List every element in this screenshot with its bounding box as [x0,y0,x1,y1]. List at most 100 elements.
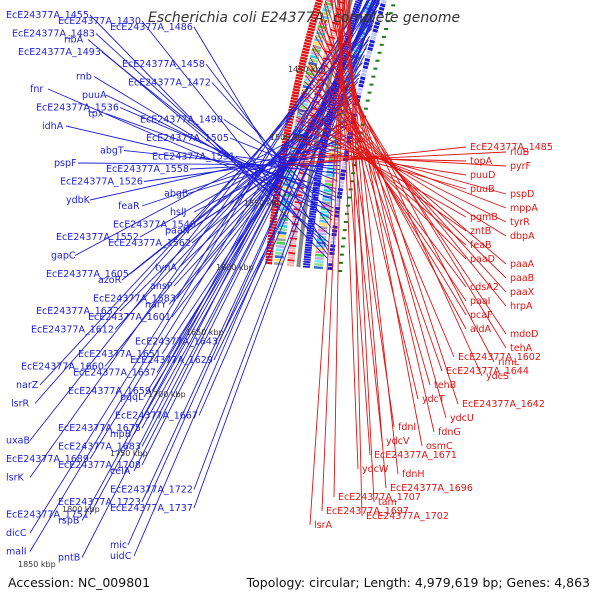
right-gene-label[interactable]: mdoD [510,329,538,340]
left-gene-label[interactable]: tpx [88,109,104,120]
right-gene-label[interactable]: ydcT [422,394,445,405]
left-gene-label[interactable]: EcE24377A_1493 [18,47,101,58]
right-gene-label[interactable]: EcE24377A_1702 [366,511,449,522]
left-gene-label[interactable]: rspB [58,516,79,527]
left-gene-label[interactable]: abgT [100,146,124,157]
right-gene-label[interactable]: lsrA [314,520,332,531]
right-gene-label[interactable]: fdnI [398,422,416,433]
right-gene-label[interactable]: cdsA2 [470,282,499,293]
left-gene-label[interactable]: EcE24377A_1629 [130,355,213,366]
left-gene-label[interactable]: lsrR [11,399,29,410]
left-gene-label[interactable]: EcE24377A_1505 [146,133,229,144]
left-gene-label[interactable]: idhA [42,121,64,132]
right-gene-label[interactable]: pgmB [470,212,498,223]
left-gene-label[interactable]: uxaB [6,436,30,447]
left-gene-label[interactable]: EcE24377A_1667 [115,411,198,422]
right-gene-label[interactable]: ydcW [362,464,389,475]
left-gene-label[interactable]: EcE24377A_1486 [110,22,193,33]
left-gene-label[interactable]: EcE24377A_1708 [58,460,141,471]
left-gene-label[interactable]: EcE24377A_1552 [56,232,139,243]
right-gene-label[interactable]: rluB [510,147,529,158]
left-gene-label[interactable]: EcE24377A_1455 [6,10,89,21]
left-gene-label[interactable]: EcE24377A_1472 [128,78,211,89]
right-gene-label[interactable]: tehA [510,343,533,354]
right-gene-label[interactable]: aldA [470,324,491,335]
left-gene-label[interactable]: EcE24377A_1458 [122,59,205,70]
left-gene-label[interactable]: ribA [64,35,84,46]
left-gene-label[interactable]: EcE24377A_1562 [108,238,191,249]
left-gene-label[interactable]: EcE24377A_1612 [31,325,114,336]
left-gene-label[interactable]: EcE24377A_1751 [6,510,89,521]
right-gene-label[interactable]: puuB [470,184,495,195]
left-gene-label[interactable]: EcE24377A_1722 [110,485,193,496]
right-gene-label[interactable]: pcaF [470,310,493,321]
right-gene-label[interactable]: EcE24377A_1642 [462,399,545,410]
left-gene-label[interactable]: narY [145,300,167,311]
right-gene-label[interactable]: tam [378,497,397,508]
left-gene-label[interactable]: EcE24377A_1526 [60,177,143,188]
left-gene-label[interactable]: ansP [150,281,173,292]
right-gene-label[interactable]: osmC [426,441,453,452]
right-gene-label[interactable]: ydcU [450,413,474,424]
left-gene-label[interactable]: gapC [51,251,76,262]
right-gene-label[interactable]: EcE24377A_1697 [326,506,409,517]
left-gene-label[interactable]: EcE24377A_1659 [68,386,151,397]
right-gene-label[interactable]: pspD [510,189,534,200]
right-gene-label[interactable]: fdnG [438,427,461,438]
left-gene-label[interactable]: hslJ [170,207,186,218]
right-gene-label[interactable]: pyrF [510,161,531,172]
left-gene-label[interactable]: EcE24377A_1490 [140,115,223,126]
right-gene-label[interactable]: zntB [470,226,491,237]
left-gene-label[interactable]: EcE24377A_1637 [73,368,156,379]
left-gene-label[interactable]: mic [110,540,127,551]
right-gene-label[interactable]: paaI [470,296,490,307]
right-gene-label[interactable]: EcE24377A_1602 [458,352,541,363]
left-gene-label[interactable]: EcE24377A_1605 [46,269,129,280]
left-gene-label[interactable]: uidC [110,551,132,562]
left-gene-label[interactable]: paaN [165,226,190,237]
left-gene-label[interactable]: EcE24377A_1583 [93,294,176,305]
left-gene-label[interactable]: pspF [54,158,76,169]
right-gene-label[interactable]: dbpA [510,231,535,242]
right-gene-label[interactable]: feaB [470,240,492,251]
left-gene-label[interactable]: EcE24377A_1675 [58,423,141,434]
left-gene-label[interactable]: EcE24377A_1683 [58,442,141,453]
left-gene-label[interactable]: EcE24377A_1643 [135,337,218,348]
left-gene-label[interactable]: fnr [30,84,43,95]
left-gene-label[interactable]: EcE24377A_1660 [21,362,104,373]
left-gene-label[interactable]: abgB [164,189,188,200]
right-gene-label[interactable]: tehB [434,380,456,391]
right-gene-label[interactable]: paaX [510,287,535,298]
right-gene-label[interactable]: tyrR [510,217,530,228]
right-gene-label[interactable]: rimL [498,357,520,368]
left-gene-label[interactable]: EcE24377A_1540 [113,220,196,231]
right-gene-label[interactable]: EcE24377A_1707 [338,492,421,503]
right-gene-label[interactable]: EcE24377A_1485 [470,142,553,153]
left-gene-label[interactable]: celA [110,466,131,477]
left-gene-label[interactable]: puuA [82,90,107,101]
left-gene-label[interactable]: EcE24377A_1651 [78,349,161,360]
left-gene-label[interactable]: tynA [155,263,177,274]
left-gene-label[interactable]: EcE24377A_1723 [58,497,141,508]
left-gene-label[interactable]: EcE24377A_1531 [152,152,235,163]
left-gene-label[interactable]: dicC [6,528,27,539]
left-gene-label[interactable]: pqqL [120,392,144,403]
left-gene-label[interactable]: lsrK [6,473,24,484]
right-gene-label[interactable]: paaD [470,254,495,265]
right-gene-label[interactable]: paaB [510,273,534,284]
right-gene-label[interactable]: topA [470,156,493,167]
right-gene-label[interactable]: EcE24377A_1644 [446,366,529,377]
left-gene-label[interactable]: EcE24377A_1632 [36,306,119,317]
left-gene-label[interactable]: EcE24377A_1558 [106,164,189,175]
right-gene-label[interactable]: hrpA [510,301,533,312]
right-gene-label[interactable]: ydcV [386,436,410,447]
left-gene-label[interactable]: rnb [76,72,92,83]
left-gene-label[interactable]: malI [6,547,27,558]
right-gene-label[interactable]: mppA [510,203,538,214]
left-gene-label[interactable]: feaR [118,201,140,212]
left-gene-label[interactable]: EcE24377A_1601 [88,312,171,323]
right-gene-label[interactable]: fdnH [402,469,425,480]
left-gene-label[interactable]: pntB [58,553,80,564]
left-gene-label[interactable]: ydbK [66,195,91,206]
right-gene-label[interactable]: EcE24377A_1671 [374,450,457,461]
